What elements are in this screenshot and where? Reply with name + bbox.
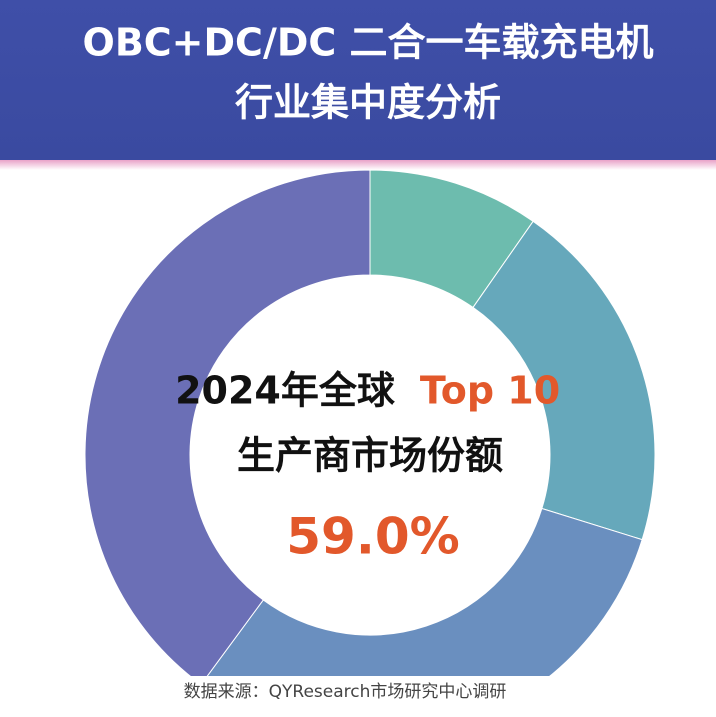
center-text: 2024年全球 bbox=[175, 369, 396, 413]
source-note: 数据来源：QYResearch市场研究中心调研 bbox=[184, 682, 507, 702]
footer-band bbox=[0, 676, 716, 717]
donut bbox=[84, 169, 656, 717]
title-line: OBC+DC/DC 二合一车载充电机 bbox=[83, 21, 654, 65]
donut-segment bbox=[472, 220, 656, 541]
center-value: 59.0% bbox=[286, 508, 459, 566]
header-band bbox=[0, 0, 716, 160]
title-line: 行业集中度分析 bbox=[235, 81, 501, 125]
center-text: 生产商市场份额 bbox=[237, 434, 503, 478]
donut-segment bbox=[84, 169, 371, 686]
header-accent bbox=[0, 160, 716, 170]
center-highlight: Top 10 bbox=[420, 369, 560, 413]
